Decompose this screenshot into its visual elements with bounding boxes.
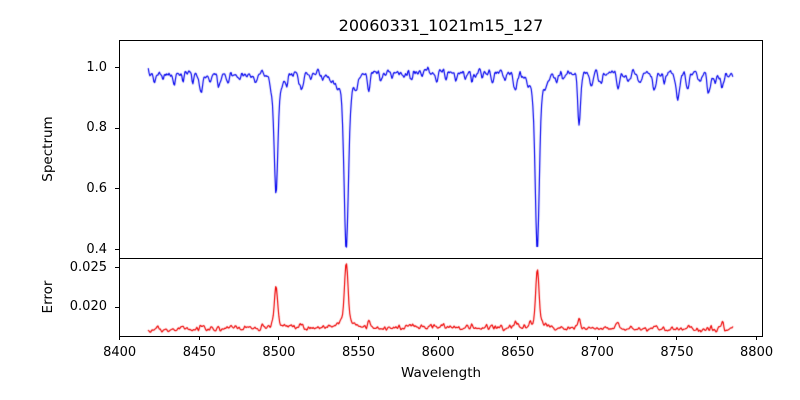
- x-tick-mark: [517, 336, 519, 340]
- x-tick-mark: [756, 336, 758, 340]
- x-axis-label: Wavelength: [400, 365, 482, 381]
- y-tick-mark: [115, 249, 119, 251]
- x-tick-mark: [676, 336, 678, 340]
- y-tick-label: 1.0: [86, 59, 107, 75]
- y-tick-label: 0.025: [69, 259, 107, 275]
- x-tick-label: 8450: [182, 345, 216, 360]
- y-tick-label: 0.6: [86, 180, 107, 196]
- x-tick-mark: [119, 336, 121, 340]
- y-tick-label: 0.020: [69, 299, 107, 315]
- y-tick-mark: [115, 188, 119, 190]
- plot-title: 20060331_1021m15_127: [338, 16, 544, 35]
- x-tick-mark: [437, 336, 439, 340]
- x-tick-mark: [596, 336, 598, 340]
- y-tick-mark: [115, 267, 119, 269]
- x-tick-mark: [357, 336, 359, 340]
- x-tick-label: 8550: [341, 345, 376, 360]
- y-tick-mark: [115, 127, 119, 129]
- x-tick-mark: [278, 336, 280, 340]
- x-tick-label: 8600: [421, 345, 455, 360]
- y-tick-label: 0.4: [86, 241, 107, 257]
- x-tick-label: 8700: [580, 345, 614, 360]
- y-tick-label: 0.8: [86, 120, 107, 136]
- x-tick-label: 8750: [660, 345, 694, 360]
- x-tick-label: 8500: [262, 345, 296, 360]
- y-tick-mark: [115, 306, 119, 308]
- x-tick-label: 8650: [501, 345, 535, 360]
- x-tick-mark: [198, 336, 200, 340]
- y-tick-mark: [115, 67, 119, 69]
- x-tick-label: 8400: [103, 345, 137, 360]
- x-tick-label: 8800: [740, 345, 774, 360]
